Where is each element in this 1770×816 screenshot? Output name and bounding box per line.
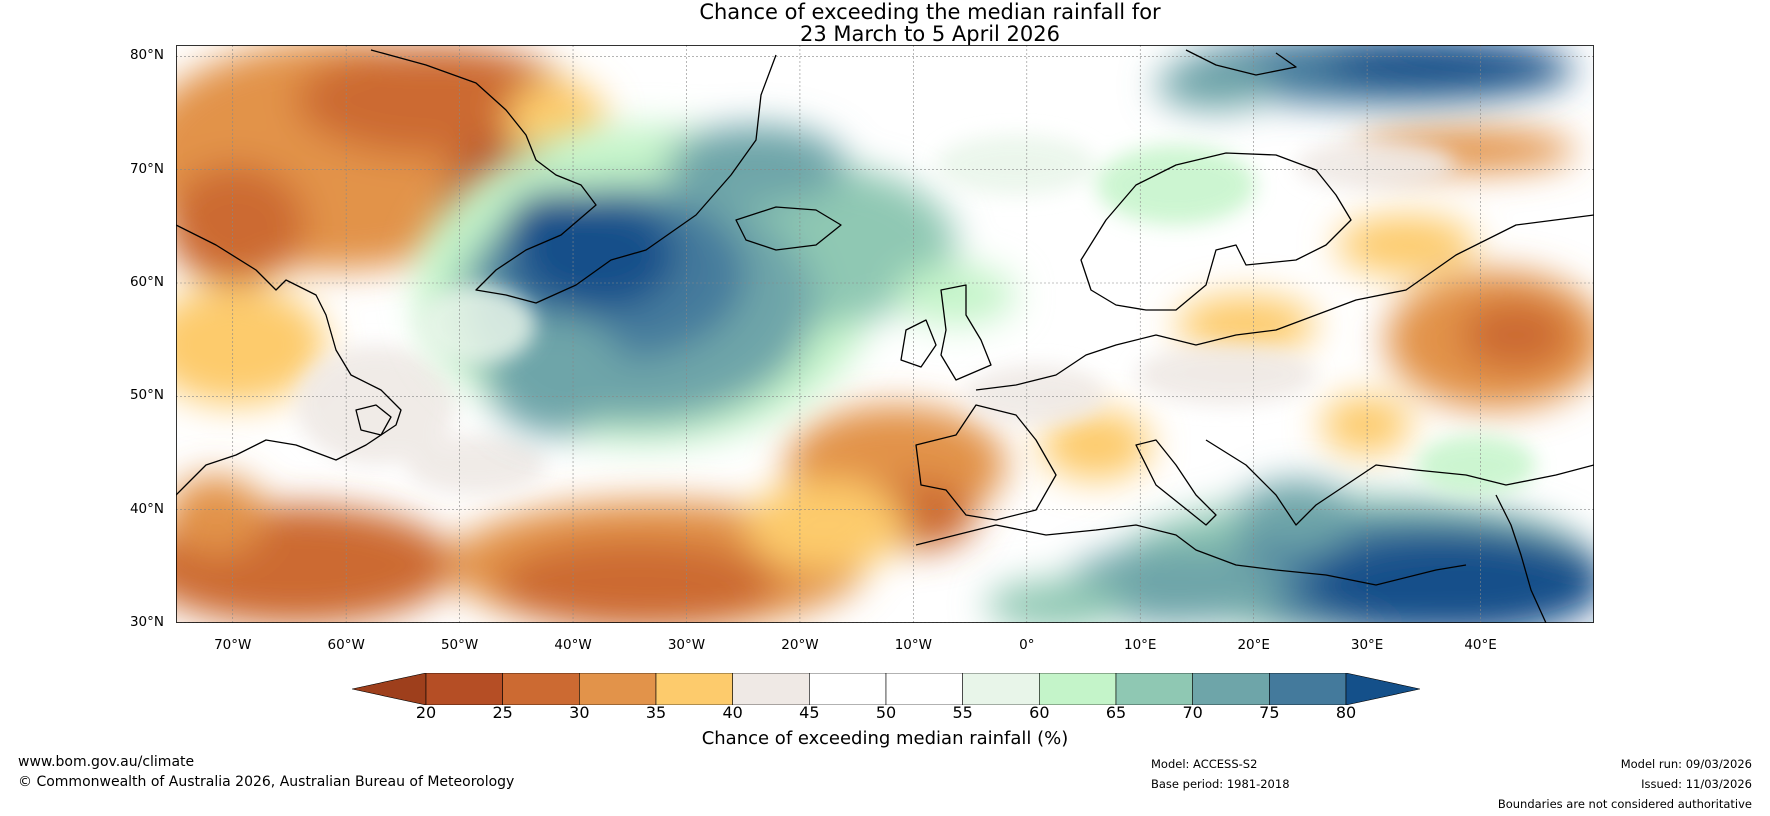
dry-region-western-russia [1041,128,1594,480]
latitude-label: 50°N [129,387,164,404]
longitude-label: 60°W [327,637,365,653]
newfoundland-coast [355,404,392,436]
colorbar-cell [885,673,963,705]
colorbar-tick-label: 40 [722,703,743,722]
coastlines [176,49,1594,623]
colorbar-cell [425,673,503,705]
colorbar-cell [1115,673,1193,705]
colorbar-cell [732,673,810,705]
colorbar-tick-label: 75 [1259,703,1280,722]
colorbar-tick-label: 30 [569,703,590,722]
latitude-label: 60°N [129,274,164,290]
colorbar-cell [1269,673,1347,705]
map-title-line1: Chance of exceeding the median rainfall … [699,0,1161,24]
colorbar-tick-label: 80 [1335,703,1357,722]
copyright-text: © Commonwealth of Australia 2026, Austra… [18,774,515,790]
longitude-label: 20°E [1237,637,1270,653]
colorbar-extend-low [352,673,427,705]
levant-coast [1495,494,1547,623]
colorbar-cell [502,673,580,705]
wet-region-east-mediterranean [986,480,1594,623]
wet-region-north-atlantic [416,125,1016,445]
colorbar-cell [962,673,1040,705]
colorbar-title: Chance of exceeding median rainfall (%) [701,728,1069,749]
colorbar-tick-label: 45 [799,703,820,722]
slightly-wet-patches [416,135,1536,495]
graticule [176,45,1594,623]
issued-date: Issued: 11/03/2026 [1641,777,1752,791]
latitude-label: 30°N [129,614,164,630]
colorbar-extend-high [1345,673,1420,705]
map-title-line2: 23 March to 5 April 2026 [800,22,1060,46]
map-frame [176,45,1594,623]
north-africa-coast [915,524,1467,586]
colorbar [352,673,1420,705]
longitude-label: 30°E [1350,637,1384,653]
website-link[interactable]: www.bom.gov.au/climate [18,754,195,770]
model-run-date: Model run: 09/03/2026 [1620,757,1752,771]
italy-coast [1135,439,1217,526]
colorbar-cell [579,673,657,705]
iceland-coast [735,206,842,251]
iberia-coast [915,404,1057,521]
longitude-label: 20°W [781,637,819,653]
colorbar-tick-label: 65 [1105,703,1127,722]
model-name: Model: ACCESS-S2 [1151,757,1258,771]
longitude-label: 40°E [1464,637,1497,653]
longitude-label: 10°E [1124,637,1157,653]
colorbar-tick-label: 70 [1182,703,1203,722]
colorbar-cell [655,673,733,705]
rainfall-probability-map [176,45,1594,623]
britain-coast [940,284,992,381]
ireland-coast [900,319,937,368]
colorbar-cell [1192,673,1270,705]
colorbar-tick-label: 55 [952,703,973,722]
north-america-coast [176,224,402,496]
longitude-label: 0° [1019,637,1035,653]
longitude-label: 30°W [667,637,706,653]
europe-coast [975,214,1594,391]
balkans-coast [1205,439,1594,526]
latitude-label: 80°N [129,47,164,64]
longitude-label: 10°W [894,637,932,653]
latitude-label: 40°N [129,500,164,517]
latitude-label: 70°N [129,160,164,177]
colorbar-tick-label: 60 [1029,703,1050,722]
scandinavia-coast [1080,152,1352,311]
colorbar-tick-label: 35 [645,703,667,722]
colorbar-cell [809,673,887,705]
longitude-label: 40°W [554,637,592,653]
colorbar-tick-label: 50 [875,703,897,722]
greenland-coast [370,49,777,304]
colorbar-tick-label: 20 [415,703,437,722]
longitude-label: 70°W [214,637,252,653]
longitude-label: 50°W [440,637,479,653]
base-period: Base period: 1981-2018 [1151,777,1290,791]
boundaries-disclaimer: Boundaries are not considered authoritat… [1497,797,1752,811]
colorbar-tick-label: 25 [492,703,513,722]
svalbard-coast [1185,49,1297,76]
colorbar-cell [1039,673,1117,705]
dry-region-subtropical-atlantic [176,405,1006,623]
